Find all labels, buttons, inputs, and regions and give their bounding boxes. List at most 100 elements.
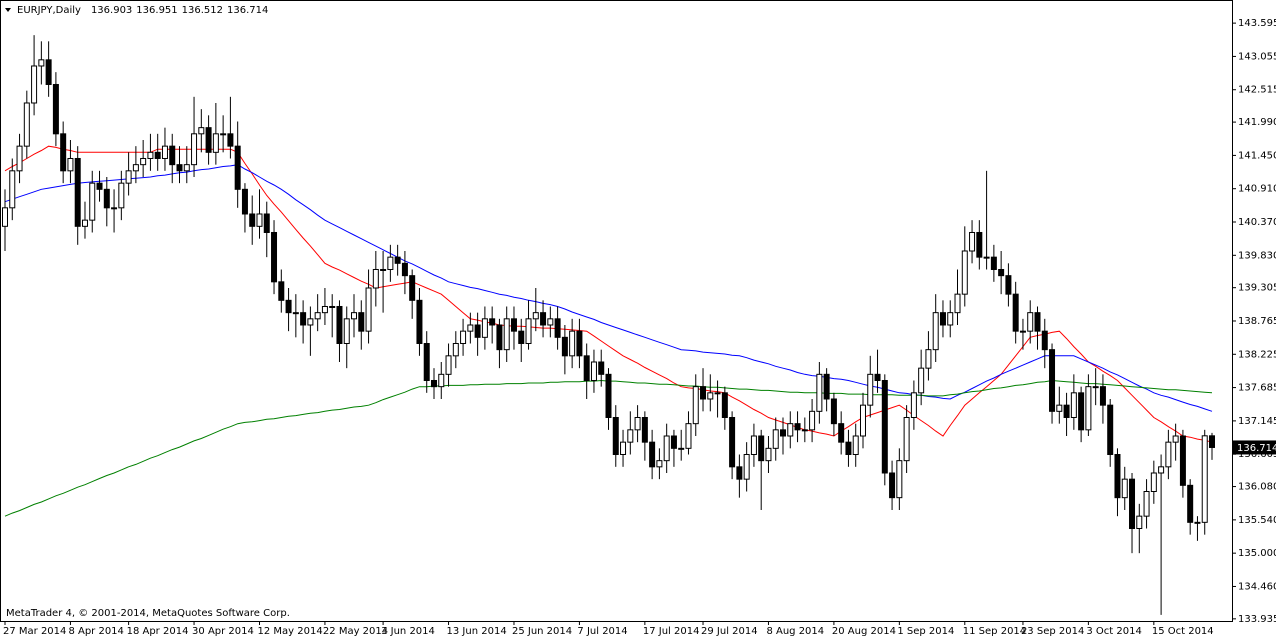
menu-arrow[interactable] xyxy=(5,8,11,12)
candle-body xyxy=(889,472,896,499)
candle-body xyxy=(307,318,314,326)
y-tick-label: 136.080 xyxy=(1238,482,1276,493)
y-tick-label: 135.540 xyxy=(1238,515,1276,526)
y-tick-label: 139.830 xyxy=(1238,250,1276,261)
y-tick-label: 136.605 xyxy=(1238,449,1276,460)
candle-body xyxy=(445,355,452,375)
x-tick-label: 1 Sep 2014 xyxy=(897,626,954,637)
x-tick-label: 20 Aug 2014 xyxy=(832,626,896,637)
candle-body xyxy=(969,231,976,252)
candle-body xyxy=(990,256,997,270)
candle-body xyxy=(830,398,837,425)
candle-body xyxy=(1150,472,1157,492)
chart-header: EURJPY,Daily 136.903 136.951 136.512 136.714 xyxy=(17,5,268,16)
low-value: 136.512 xyxy=(182,5,223,16)
x-tick-label: 27 Mar 2014 xyxy=(3,626,66,637)
candle-body xyxy=(758,435,765,462)
x-tick-label: 30 Apr 2014 xyxy=(192,626,254,637)
candle-body xyxy=(103,188,110,209)
candle-body xyxy=(649,441,656,468)
candle-body xyxy=(1179,435,1186,486)
candle-body xyxy=(765,447,772,462)
candle-body xyxy=(1099,386,1106,406)
candle-body xyxy=(125,170,132,184)
y-tick-label: 141.990 xyxy=(1238,117,1276,128)
candle-body xyxy=(358,312,365,332)
candle-body xyxy=(641,416,648,443)
candle-body xyxy=(285,299,292,314)
candle-body xyxy=(1078,392,1085,431)
candle-body xyxy=(249,213,256,227)
candle-body xyxy=(823,373,830,400)
candle-body xyxy=(634,416,641,431)
candle-body xyxy=(700,386,707,400)
candle-body xyxy=(656,460,663,468)
candle-body xyxy=(707,392,714,400)
candle-body xyxy=(503,318,510,351)
candle-body xyxy=(351,312,358,320)
candle-body xyxy=(401,262,408,277)
candle-body xyxy=(1209,435,1215,448)
candle-body xyxy=(227,133,234,147)
candle-body xyxy=(569,330,576,357)
candle-body xyxy=(532,312,539,320)
candle-body xyxy=(685,423,692,449)
candle-body xyxy=(161,145,168,159)
x-tick-label: 15 Oct 2014 xyxy=(1152,626,1214,637)
candle-body xyxy=(874,373,881,381)
candle-body xyxy=(1012,293,1019,332)
high-value: 136.951 xyxy=(136,5,177,16)
x-tick-label: 13 Jun 2014 xyxy=(447,626,507,637)
candle-body xyxy=(1019,330,1026,333)
y-tick-label: 138.765 xyxy=(1238,316,1276,327)
candle-body xyxy=(1049,349,1056,412)
candle-body xyxy=(321,305,328,314)
y-tick-label: 134.460 xyxy=(1238,581,1276,592)
candle-body xyxy=(74,157,81,227)
x-tick-label: 23 Sep 2014 xyxy=(1021,626,1084,637)
x-tick-label: 7 Jul 2014 xyxy=(577,626,627,637)
candle-body xyxy=(750,435,757,455)
candle-body xyxy=(96,182,103,190)
candle-body xyxy=(1005,275,1012,295)
candle-body xyxy=(721,392,728,418)
candle-body xyxy=(1172,435,1179,443)
candle-body xyxy=(1165,441,1172,468)
candle-body xyxy=(263,213,270,233)
candle-body xyxy=(510,318,517,332)
candle-body xyxy=(1194,521,1201,524)
x-tick-label: 8 Aug 2014 xyxy=(766,626,824,637)
y-tick-label: 143.055 xyxy=(1238,51,1276,62)
candle-body xyxy=(838,423,845,443)
candle-body xyxy=(714,392,721,395)
candle-body xyxy=(198,127,205,135)
candle-body xyxy=(52,83,59,135)
candle-body xyxy=(241,188,248,215)
x-tick-label: 8 Apr 2014 xyxy=(68,626,123,637)
candle-body xyxy=(540,312,547,326)
moving-average xyxy=(4,164,1213,412)
candle-body xyxy=(1027,312,1034,332)
candle-body xyxy=(772,429,779,449)
candle-body xyxy=(670,435,677,449)
candle-body xyxy=(925,349,932,369)
candle-body xyxy=(452,342,459,357)
candle-body xyxy=(1063,404,1070,418)
candle-body xyxy=(576,330,583,357)
candle-body xyxy=(1114,453,1121,499)
candle-body xyxy=(118,182,125,209)
y-tick-label: 141.450 xyxy=(1238,150,1276,161)
candle-body xyxy=(903,416,910,462)
candle-body xyxy=(554,318,561,338)
candle-body xyxy=(292,312,299,315)
candle-body xyxy=(481,318,488,338)
candle-body xyxy=(1034,312,1041,332)
x-tick-label: 25 Jun 2014 xyxy=(512,626,572,637)
candle-body xyxy=(183,164,190,172)
candle-body xyxy=(729,416,736,468)
candle-body xyxy=(976,231,983,258)
candle-body xyxy=(212,133,219,153)
candle-body xyxy=(314,312,321,320)
candle-body xyxy=(147,151,154,159)
candle-body xyxy=(380,268,387,271)
